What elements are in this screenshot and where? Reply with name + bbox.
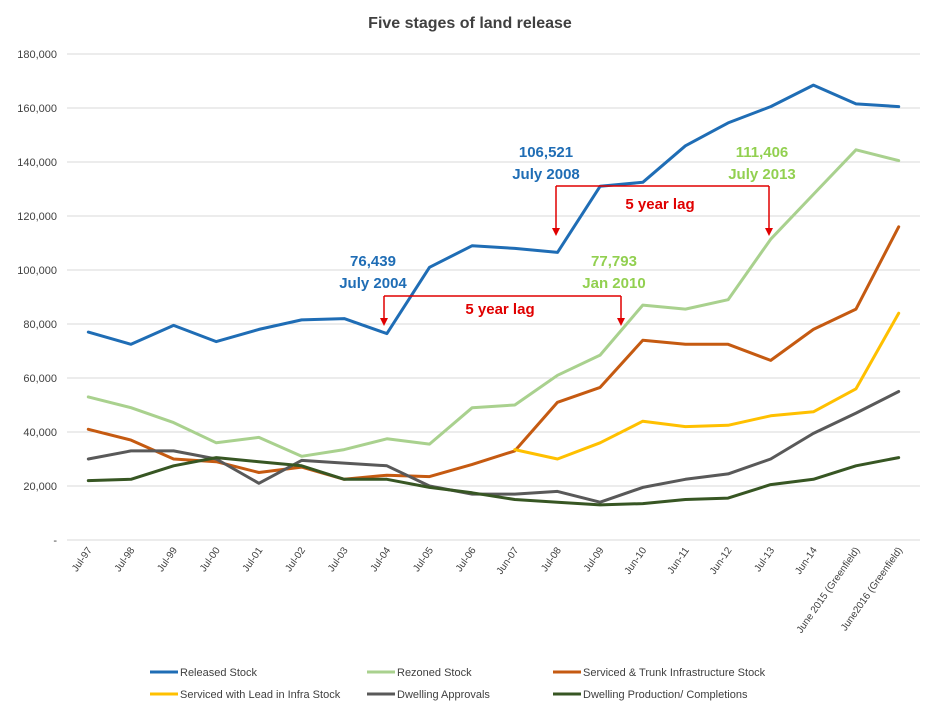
legend: Released Stock Rezoned Stock Serviced & Tr… [150,667,766,701]
annotation-date-4: July 2013 [728,166,796,183]
y-tick-label: 160,000 [17,103,57,115]
x-tick-label: Jun-14 [793,545,820,577]
x-tick-label: Jul-02 [283,545,308,574]
x-tick-label: Jul-05 [411,545,436,574]
annotation-value-1: 76,439 [350,253,396,270]
series-lines [86,83,901,507]
x-tick-label: Jun-11 [666,545,692,576]
x-axis: Jul-97 Jul-98 Jul-99 Jul-00 Jul-01 Jul-02 Jul-… [70,545,905,635]
y-tick-label: 40,000 [23,427,57,439]
legend-label: Serviced with Lead in Infra Stock [180,689,341,701]
x-tick-label: Jul-04 [369,545,394,574]
x-tick-label: Jul-08 [539,545,564,574]
annotation-value-4: 111,406 [736,144,789,161]
x-tick-label: Jul-13 [753,545,778,574]
series-line-3 [86,225,901,481]
x-tick-label: Jun-10 [623,545,650,577]
series-line-4 [513,311,901,461]
y-tick-label: - [53,535,57,547]
x-tick-label: Jul-09 [582,545,607,574]
series-line-6 [86,456,901,507]
legend-label: Dwelling Production/ Completions [583,689,748,701]
x-tick-label: Jun-07 [495,545,522,577]
annotation-value-2: 106,521 [519,144,573,161]
y-tick-label: 140,000 [17,157,57,169]
y-axis: - 20,000 40,000 60,000 80,000 100,000 120,000 1… [17,49,57,547]
y-tick-label: 100,000 [17,265,57,277]
x-tick-label: Jul-97 [70,545,95,574]
lag-bracket-2 [552,185,773,236]
lag-label-2: 5 year lag [625,196,694,213]
y-tick-label: 20,000 [23,481,57,493]
x-tick-label: Jul-01 [241,545,266,574]
x-tick-label: Jul-99 [155,545,180,574]
legend-label: Rezoned Stock [397,667,472,679]
series-line-2 [86,148,901,458]
lag-label-1: 5 year lag [465,301,534,318]
chart-title: Five stages of land release [368,15,572,32]
x-tick-label: Jul-03 [326,545,351,574]
x-tick-label: Jul-00 [198,545,223,574]
annotation-date-2: July 2008 [512,166,580,183]
y-tick-label: 80,000 [23,319,57,331]
x-tick-label: Jun-12 [708,545,735,577]
legend-label: Released Stock [180,667,258,679]
annotation-date-3: Jan 2010 [582,275,645,292]
legend-label: Dwelling Approvals [397,689,490,701]
annotations: 76,439 July 2004 106,521 July 2008 77,79… [339,144,796,326]
annotation-value-3: 77,793 [591,253,637,270]
legend-label: Serviced & Trunk Infrastructure Stock [583,667,766,679]
series-line-1 [86,83,901,346]
x-tick-label: Jul-98 [113,545,138,574]
series-line-5 [86,390,901,504]
lag-bracket-1 [380,295,625,326]
gridlines [67,53,920,541]
y-tick-label: 120,000 [17,211,57,223]
y-tick-label: 180,000 [17,49,57,61]
x-tick-label: Jul-06 [454,545,479,574]
annotation-date-1: July 2004 [339,275,407,292]
y-tick-label: 60,000 [23,373,57,385]
